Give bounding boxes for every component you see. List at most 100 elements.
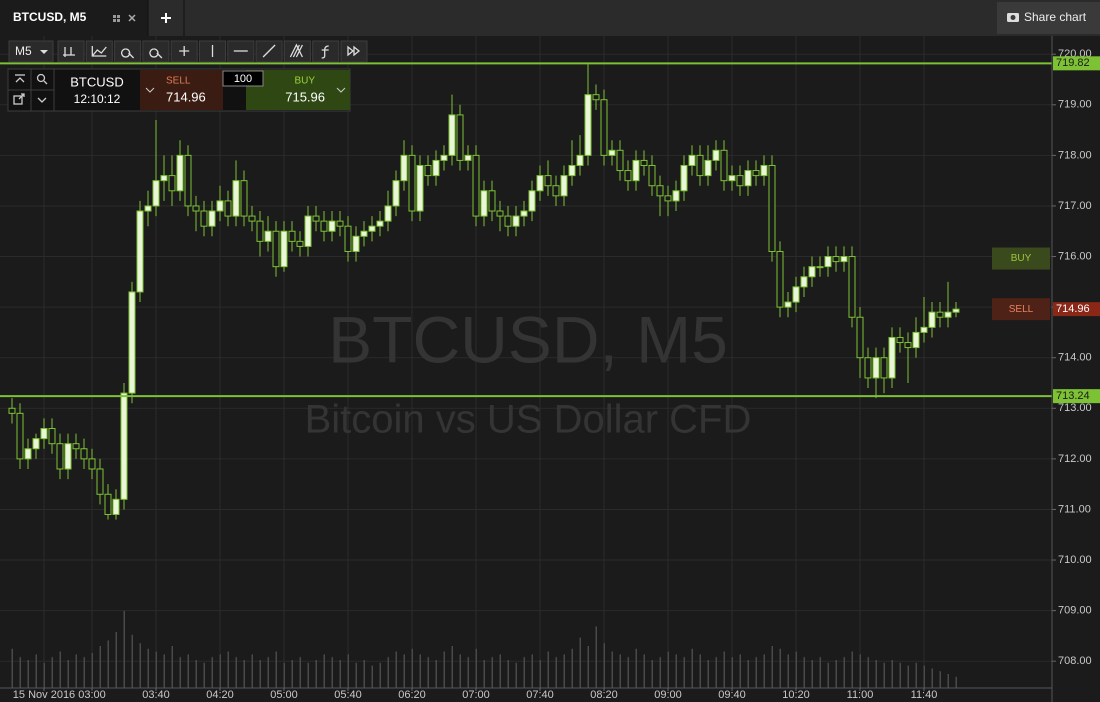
candle-body bbox=[480, 190, 488, 217]
tab-title: BTCUSD, M5 bbox=[13, 10, 87, 24]
volume-bar bbox=[395, 651, 397, 688]
candle-body bbox=[304, 215, 312, 247]
candle-body bbox=[416, 164, 424, 212]
volume-bar bbox=[51, 657, 53, 688]
candle-body bbox=[248, 215, 256, 222]
candle-body bbox=[824, 256, 832, 268]
candle-body bbox=[800, 276, 808, 288]
volume-bar bbox=[531, 654, 533, 688]
volume-bar bbox=[467, 657, 469, 688]
quantity-box[interactable] bbox=[222, 70, 264, 87]
volume-bar bbox=[739, 654, 741, 688]
add-tab[interactable] bbox=[161, 13, 171, 23]
candles bbox=[8, 64, 960, 520]
tool-button[interactable] bbox=[283, 40, 311, 63]
timeframe-label: M5 bbox=[15, 44, 32, 58]
volume-bar bbox=[763, 654, 765, 688]
volume-bar bbox=[491, 657, 493, 688]
candle-body bbox=[344, 225, 352, 252]
candle-body bbox=[440, 154, 448, 161]
volume-bar bbox=[587, 646, 589, 688]
candle-body bbox=[728, 175, 736, 182]
candle-body bbox=[488, 190, 496, 212]
volume-bar bbox=[635, 648, 637, 688]
x-tick-label: 11:40 bbox=[911, 689, 938, 701]
volume-bar bbox=[451, 646, 453, 688]
candle-body bbox=[16, 412, 24, 460]
candle-body bbox=[208, 210, 216, 227]
sell-chevron bbox=[145, 87, 155, 93]
candle-body bbox=[336, 220, 344, 227]
volume-bar bbox=[211, 657, 213, 688]
sell-label: SELL bbox=[166, 76, 191, 87]
volume-bar bbox=[299, 657, 301, 688]
watermark-subtitle: Bitcoin vs US Dollar CFD bbox=[305, 398, 752, 442]
panel-icons[interactable] bbox=[13, 73, 48, 105]
y-tick-label: 710.00 bbox=[1058, 554, 1092, 566]
last-price-tag bbox=[1053, 302, 1100, 317]
candle-body bbox=[280, 230, 288, 268]
volume-bar bbox=[459, 654, 461, 688]
price-axis-bg bbox=[1052, 36, 1100, 702]
level-label: 719.82 bbox=[1056, 57, 1090, 69]
volume-bar bbox=[347, 654, 349, 688]
volume-bar bbox=[611, 651, 613, 688]
candle-body bbox=[832, 256, 840, 263]
y-tick-label: 712.00 bbox=[1058, 453, 1092, 465]
candle-body bbox=[136, 210, 144, 293]
candle-body bbox=[560, 175, 568, 197]
toolbar bbox=[57, 40, 368, 63]
volume-bar bbox=[475, 648, 477, 688]
volume-bar bbox=[571, 648, 573, 688]
y-tick-label: 716.00 bbox=[1058, 250, 1092, 262]
candle-body bbox=[176, 154, 184, 192]
y-tick-label: 713.00 bbox=[1058, 402, 1092, 414]
tool-button[interactable] bbox=[312, 40, 340, 63]
candle-body bbox=[568, 164, 576, 177]
chart-tab[interactable] bbox=[0, 0, 148, 36]
tab-layout-icon[interactable] bbox=[113, 15, 120, 22]
volume-bar bbox=[443, 651, 445, 688]
volume-bar bbox=[107, 640, 109, 688]
candle-body bbox=[400, 154, 408, 182]
volume-bar bbox=[947, 674, 949, 688]
volume-bar bbox=[227, 651, 229, 688]
sell-button[interactable] bbox=[140, 70, 223, 110]
quantity: 100 bbox=[234, 73, 252, 85]
tool-button[interactable] bbox=[114, 40, 142, 63]
volume-bar bbox=[179, 657, 181, 688]
candle-body bbox=[32, 438, 40, 450]
candle-body bbox=[296, 240, 304, 247]
tab-close[interactable] bbox=[128, 14, 136, 22]
candle-body bbox=[24, 448, 32, 460]
candle-body bbox=[232, 180, 240, 217]
volume-bar bbox=[819, 657, 821, 688]
volume-bar bbox=[699, 654, 701, 688]
volume-bar bbox=[187, 654, 189, 688]
volume-bar bbox=[203, 662, 205, 688]
buy-label: BUY bbox=[294, 76, 315, 87]
volume-bar bbox=[11, 648, 13, 688]
volume-bar bbox=[547, 651, 549, 688]
candle-body bbox=[576, 154, 584, 166]
timeframe-button[interactable] bbox=[8, 40, 54, 63]
tool-icon bbox=[347, 45, 361, 57]
candle-body bbox=[816, 266, 824, 269]
candle-body bbox=[288, 230, 296, 242]
x-tick-label: 10:20 bbox=[782, 689, 810, 701]
tool-button[interactable] bbox=[142, 40, 170, 63]
volume-bar bbox=[307, 662, 309, 688]
volume-bar bbox=[731, 657, 733, 688]
x-tick-label: 03:00 bbox=[78, 689, 106, 701]
candle-body bbox=[752, 170, 760, 177]
volume-bar bbox=[811, 660, 813, 688]
volume-bar bbox=[939, 671, 941, 688]
volume-bar bbox=[267, 657, 269, 688]
candle-body bbox=[200, 210, 208, 227]
volume-bar bbox=[643, 654, 645, 688]
candle-body bbox=[8, 407, 16, 414]
x-tick-label: 07:00 bbox=[462, 689, 490, 701]
volume-bar bbox=[795, 651, 797, 688]
volume-bar bbox=[515, 662, 517, 688]
